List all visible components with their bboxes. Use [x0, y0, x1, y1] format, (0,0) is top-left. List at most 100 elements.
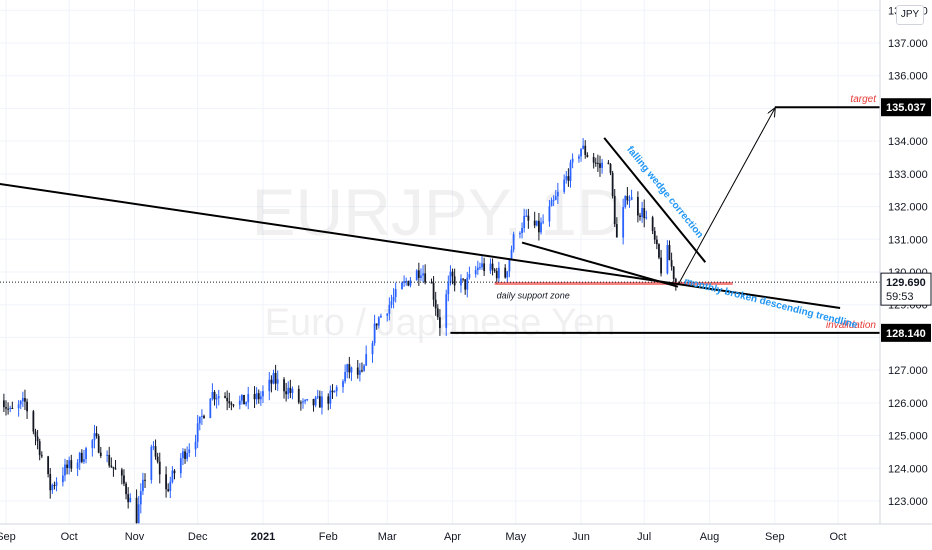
candle-up — [268, 372, 271, 401]
candle-body — [611, 172, 614, 196]
candle-body — [653, 230, 656, 240]
candle-body — [674, 278, 677, 284]
time-tick-label: Jul — [637, 531, 651, 543]
candle-up — [241, 394, 243, 405]
candle-body — [226, 397, 229, 402]
candle-body — [26, 401, 28, 412]
candle-up — [563, 174, 566, 194]
candle-down — [120, 467, 123, 485]
candle-down — [609, 163, 612, 176]
candle-body — [651, 217, 654, 231]
candle-body — [76, 462, 79, 469]
candle-body — [95, 433, 98, 437]
candle-body — [230, 403, 233, 405]
candle-body — [645, 217, 648, 219]
candle-body — [394, 289, 397, 297]
candle-up — [83, 449, 85, 464]
candle-up — [314, 395, 317, 408]
candle-body — [668, 245, 671, 261]
candle-body — [628, 200, 631, 202]
candle-body — [268, 379, 271, 392]
candle-body — [154, 446, 157, 457]
candle-up — [535, 220, 538, 227]
candle-body — [495, 270, 498, 279]
candle-down — [112, 466, 115, 477]
candle-body — [291, 388, 294, 393]
candle-down — [639, 212, 641, 221]
candle-up — [51, 483, 54, 494]
time-axis[interactable]: Sep Oct Nov Dec 2021 Feb Mar Apr May Jun Jul Aug Sep… — [0, 523, 932, 550]
candle-body — [5, 407, 7, 409]
candle-body — [506, 271, 509, 278]
wedge-lower-line — [521, 241, 679, 288]
candle-body — [519, 233, 521, 235]
candle-down — [127, 487, 130, 509]
wedge-upper-line — [603, 137, 707, 263]
monthly-trendline — [0, 183, 841, 309]
candle-body — [142, 479, 144, 492]
candle-body — [474, 270, 477, 275]
candle-down — [495, 267, 498, 285]
currency-badge[interactable]: JPY — [896, 5, 924, 25]
candle-body — [152, 446, 155, 448]
candle-up — [363, 364, 365, 372]
candle-body — [55, 482, 58, 486]
candle-up — [628, 195, 631, 208]
candle-up — [422, 265, 424, 283]
candle-body — [451, 271, 454, 277]
candle-up — [169, 476, 172, 499]
candle-body — [655, 239, 658, 245]
candle-up — [321, 390, 323, 415]
candle-body — [523, 215, 526, 229]
candle-up — [519, 231, 521, 239]
candle-body — [548, 206, 551, 222]
candle-up — [405, 277, 408, 286]
candle-down — [289, 379, 292, 399]
candle-down — [114, 459, 117, 470]
candle-up — [262, 385, 264, 404]
candle-down — [451, 268, 454, 285]
candle-body — [150, 446, 153, 480]
candle-down — [527, 208, 530, 229]
candle-body — [460, 278, 462, 286]
candle-down — [453, 268, 456, 292]
candle-body — [386, 313, 389, 316]
candle-down — [493, 268, 496, 273]
candle-up — [152, 441, 155, 451]
candle-body — [609, 164, 612, 173]
candle-up — [329, 385, 332, 410]
candle-body — [274, 372, 277, 384]
candle-body — [120, 469, 123, 476]
candle-body — [11, 408, 14, 410]
candle-body — [110, 465, 113, 467]
candle-down — [158, 452, 161, 484]
candle-up — [342, 379, 344, 393]
candle-body — [156, 456, 159, 462]
candle-up — [565, 170, 568, 184]
candle-body — [114, 468, 117, 470]
candle-body — [217, 396, 220, 399]
time-tick-label: Nov — [125, 531, 145, 543]
candle-body — [586, 154, 589, 157]
candle-down — [584, 140, 587, 159]
candle-body — [312, 398, 315, 406]
candle-down — [361, 362, 363, 373]
candle-body — [476, 267, 479, 271]
price-axis[interactable]: 123.000124.000125.000126.000127.000128.0… — [879, 0, 932, 550]
candle-body — [64, 464, 66, 476]
candle-down — [439, 309, 441, 336]
candle-up — [392, 288, 395, 309]
candle-body — [479, 267, 481, 269]
candle-up — [460, 274, 462, 293]
candle-body — [9, 408, 12, 410]
candle-body — [285, 391, 288, 395]
candle-body — [36, 436, 39, 442]
candle-down — [504, 264, 507, 279]
candle-up — [401, 281, 403, 290]
candle-body — [639, 215, 641, 218]
candle-up — [508, 258, 511, 278]
candle-up — [497, 261, 500, 282]
candle-body — [542, 221, 545, 223]
candle-up — [510, 245, 513, 261]
